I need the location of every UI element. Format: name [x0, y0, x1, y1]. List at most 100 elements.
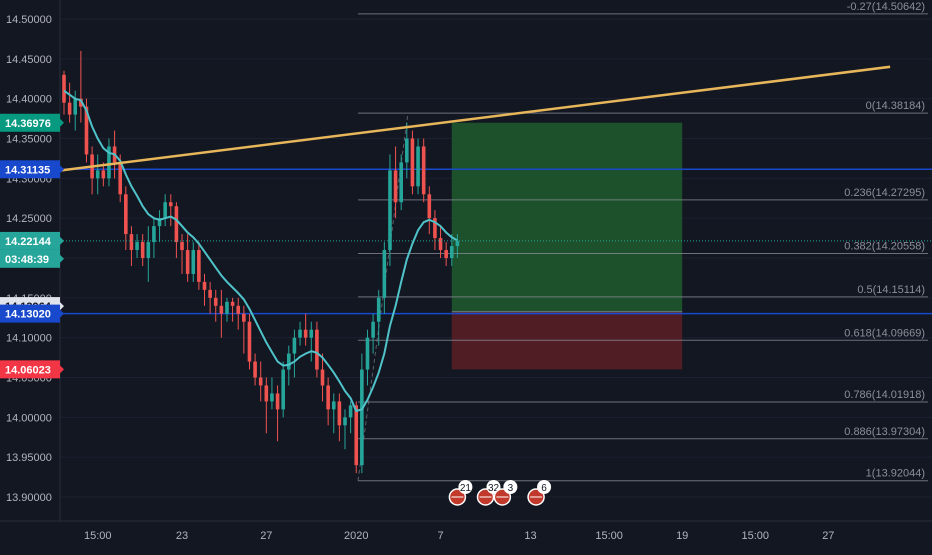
- candle[interactable]: [438, 238, 443, 251]
- candle[interactable]: [326, 385, 330, 410]
- candle[interactable]: [79, 98, 83, 107]
- candle[interactable]: [348, 405, 353, 418]
- candle[interactable]: [185, 250, 190, 274]
- fib-retracement[interactable]: -0.27(14.50642) 0(14.38184) 0.236(14.27295…: [357, 1, 928, 482]
- candle[interactable]: [292, 337, 297, 354]
- candle[interactable]: [315, 329, 319, 370]
- candle[interactable]: [225, 301, 229, 314]
- candle[interactable]: [405, 138, 409, 163]
- candle[interactable]: [309, 329, 314, 338]
- economic-events[interactable]: 21 32 3 6: [448, 480, 552, 506]
- candle[interactable]: [242, 313, 246, 322]
- candle[interactable]: [140, 242, 145, 258]
- profit-zone[interactable]: [451, 122, 683, 312]
- candle[interactable]: [449, 246, 454, 258]
- candle[interactable]: [129, 234, 134, 251]
- candle[interactable]: [427, 194, 432, 219]
- fib-label: 0.236(14.27295): [844, 187, 925, 199]
- event-count: 3: [508, 483, 514, 494]
- candle[interactable]: [67, 102, 72, 115]
- candle[interactable]: [168, 202, 173, 207]
- price-tag-label: 14.36976: [5, 118, 51, 130]
- event-marker[interactable]: 3: [493, 480, 518, 506]
- event-marker[interactable]: 6: [527, 480, 552, 506]
- candle[interactable]: [230, 301, 235, 306]
- horizontal-lines[interactable]: [60, 168, 932, 315]
- candle[interactable]: [213, 297, 218, 306]
- candle[interactable]: [62, 74, 66, 103]
- candle[interactable]: [107, 146, 111, 179]
- long-position-tool[interactable]: [451, 122, 683, 370]
- candle[interactable]: [360, 369, 364, 466]
- candle[interactable]: [343, 417, 347, 426]
- candles[interactable]: [62, 50, 460, 474]
- price-tag: 14.36976: [0, 113, 64, 132]
- candle[interactable]: [337, 401, 342, 426]
- candle[interactable]: [191, 250, 196, 274]
- candle[interactable]: [455, 240, 460, 247]
- candle[interactable]: [197, 250, 201, 282]
- time-axis[interactable]: 15:00 23 27 2020 7 13 15:00 19 15:00 27: [0, 520, 932, 550]
- grid: [60, 18, 932, 498]
- candle[interactable]: [118, 162, 122, 195]
- candle[interactable]: [399, 162, 403, 203]
- candle[interactable]: [287, 353, 291, 370]
- candle[interactable]: [101, 170, 106, 179]
- candle[interactable]: [84, 106, 89, 155]
- candle[interactable]: [393, 170, 398, 203]
- candle[interactable]: [365, 337, 370, 370]
- candle[interactable]: [146, 242, 151, 258]
- candle[interactable]: [433, 218, 437, 239]
- candle[interactable]: [354, 405, 359, 466]
- candle[interactable]: [219, 305, 224, 314]
- candle[interactable]: [303, 329, 308, 338]
- candle[interactable]: [275, 393, 280, 410]
- price-tags: 14.3697614.3113514.2214403:48:3914.13964…: [0, 113, 64, 379]
- candle[interactable]: [410, 138, 415, 187]
- candle[interactable]: [416, 146, 420, 187]
- candle[interactable]: [174, 206, 179, 243]
- candle[interactable]: [253, 361, 257, 378]
- event-marker[interactable]: 32: [476, 480, 501, 506]
- trend-line[interactable]: [61, 65, 891, 172]
- price-tick-label: 14.45000: [6, 54, 52, 66]
- moving-average: [63, 89, 458, 413]
- candle[interactable]: [444, 250, 448, 258]
- candle[interactable]: [247, 321, 252, 362]
- candle[interactable]: [320, 369, 325, 386]
- candle[interactable]: [95, 170, 100, 179]
- price-tick-label: 14.00000: [6, 412, 52, 424]
- candle[interactable]: [382, 250, 387, 298]
- time-tick-label: 15:00: [84, 530, 112, 542]
- candle[interactable]: [388, 170, 392, 251]
- candle[interactable]: [270, 393, 274, 402]
- trendline[interactable]: [61, 65, 891, 172]
- candle[interactable]: [202, 281, 207, 290]
- candle[interactable]: [157, 218, 162, 227]
- candle[interactable]: [236, 305, 241, 314]
- price-tick-label: 14.35000: [6, 134, 52, 146]
- event-marker[interactable]: 21: [448, 480, 473, 506]
- candle[interactable]: [421, 146, 426, 195]
- candle[interactable]: [281, 369, 285, 410]
- candle[interactable]: [124, 194, 128, 235]
- candle[interactable]: [135, 242, 139, 251]
- candle[interactable]: [152, 226, 156, 243]
- event-count-badge: [503, 480, 518, 494]
- candle[interactable]: [376, 297, 381, 322]
- price-tag-pointer: [60, 165, 64, 174]
- candle[interactable]: [73, 98, 78, 115]
- candle[interactable]: [258, 377, 263, 386]
- candle[interactable]: [298, 329, 302, 338]
- candle[interactable]: [163, 202, 167, 219]
- candle[interactable]: [331, 401, 336, 410]
- price-tag-pointer: [60, 118, 64, 127]
- candle[interactable]: [264, 385, 269, 402]
- price-tick-label: 14.25000: [6, 213, 52, 225]
- candle[interactable]: [180, 242, 184, 251]
- price-tag-pointer: [60, 365, 64, 374]
- candle[interactable]: [371, 321, 375, 338]
- candle[interactable]: [208, 289, 212, 298]
